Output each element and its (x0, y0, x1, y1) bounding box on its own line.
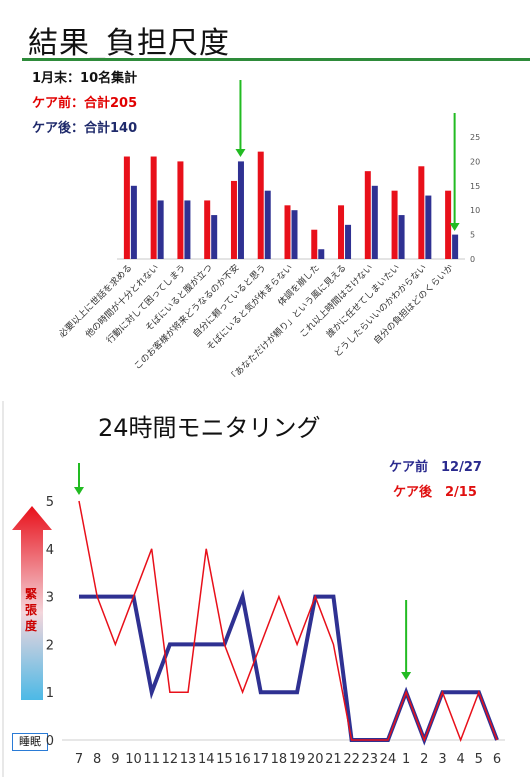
line-x-tick-label: 14 (198, 752, 215, 767)
bar-after (345, 224, 352, 259)
annotation-arrow-head (74, 487, 84, 495)
line-x-tick-label: 7 (75, 752, 83, 767)
line-x-tick-label: 3 (438, 752, 446, 767)
bar-after (318, 249, 325, 259)
page-title: 結果_負担尺度 (28, 26, 230, 61)
line-x-tick-label: 8 (93, 752, 101, 767)
legend-after: ケア後 2/15 (393, 485, 477, 500)
line-x-tick-label: 19 (289, 752, 306, 767)
line-x-tick-label: 1 (402, 752, 410, 767)
line-x-tick-label: 20 (307, 752, 324, 767)
bar-after (452, 234, 459, 259)
bar-after (157, 200, 164, 259)
line-x-tick-label: 10 (125, 752, 142, 767)
line-x-tick-label: 4 (457, 752, 465, 767)
line-chart-title: 24時間モニタリング (98, 414, 321, 442)
bar-before (230, 180, 237, 259)
bar-y-tick-label: 10 (470, 206, 480, 215)
bar-chart: 0510152025必要以上に世話を求める他の時間が十分とれない行動に対して困っ… (56, 80, 480, 384)
bar-after (425, 195, 432, 259)
bar-y-tick-label: 20 (470, 157, 480, 166)
legend-before: ケア前 12/27 (389, 460, 482, 475)
series-after-line (78, 500, 498, 743)
line-x-tick-label: 23 (362, 752, 379, 767)
bar-after (264, 190, 271, 259)
bar-after (184, 200, 191, 259)
bar-after (130, 185, 137, 259)
bar-before (445, 190, 452, 259)
line-x-tick-label: 16 (234, 752, 251, 767)
line-x-tick-label: 12 (162, 752, 179, 767)
bar-before (177, 161, 184, 259)
annotation-arrow-head (235, 149, 246, 157)
bar-y-tick-label: 15 (470, 182, 480, 191)
line-x-tick-label: 2 (420, 752, 428, 767)
summary-after-total: ケア後：合計140 (32, 121, 138, 136)
bar-y-tick-label: 5 (470, 231, 475, 240)
summary-period: 1月末：10名集計 (32, 71, 138, 86)
line-x-tick-label: 6 (493, 752, 501, 767)
sleep-label: 睡眠 (12, 733, 48, 751)
title-underline (22, 58, 530, 61)
bar-before (338, 205, 345, 259)
line-x-tick-label: 21 (325, 752, 342, 767)
bar-y-tick-label: 0 (470, 255, 475, 264)
bar-before (204, 200, 211, 259)
bar-before (418, 166, 425, 259)
bar-before (364, 171, 371, 259)
annotation-arrow-head (401, 672, 412, 680)
line-x-tick-label: 18 (271, 752, 288, 767)
line-x-tick-label: 9 (111, 752, 119, 767)
bar-before (284, 205, 291, 259)
line-x-tick-label: 15 (216, 752, 233, 767)
bar-y-tick-label: 25 (470, 133, 480, 142)
bar-before (150, 156, 157, 259)
bar-after (291, 210, 298, 259)
tension-scale-arrow (12, 506, 52, 700)
line-x-tick-label: 17 (252, 752, 269, 767)
chart-frame-edge (2, 401, 4, 777)
line-x-tick-label: 22 (343, 752, 360, 767)
summary-before-total: ケア前：合計205 (32, 96, 138, 111)
bar-after (371, 185, 378, 259)
bar-after (211, 215, 218, 259)
line-x-tick-label: 13 (180, 752, 197, 767)
bar-before (391, 190, 398, 259)
annotation-arrow-head (449, 223, 460, 231)
bar-before (311, 229, 318, 259)
line-x-tick-label: 5 (475, 752, 483, 767)
line-x-tick-label: 24 (380, 752, 397, 767)
bar-before (257, 151, 264, 259)
line-x-tick-label: 11 (143, 752, 160, 767)
bar-before (123, 156, 130, 259)
y-axis-label: 緊張度 (24, 587, 37, 633)
bar-after (237, 161, 244, 259)
bar-after (398, 215, 405, 259)
series-before-line (79, 589, 499, 746)
